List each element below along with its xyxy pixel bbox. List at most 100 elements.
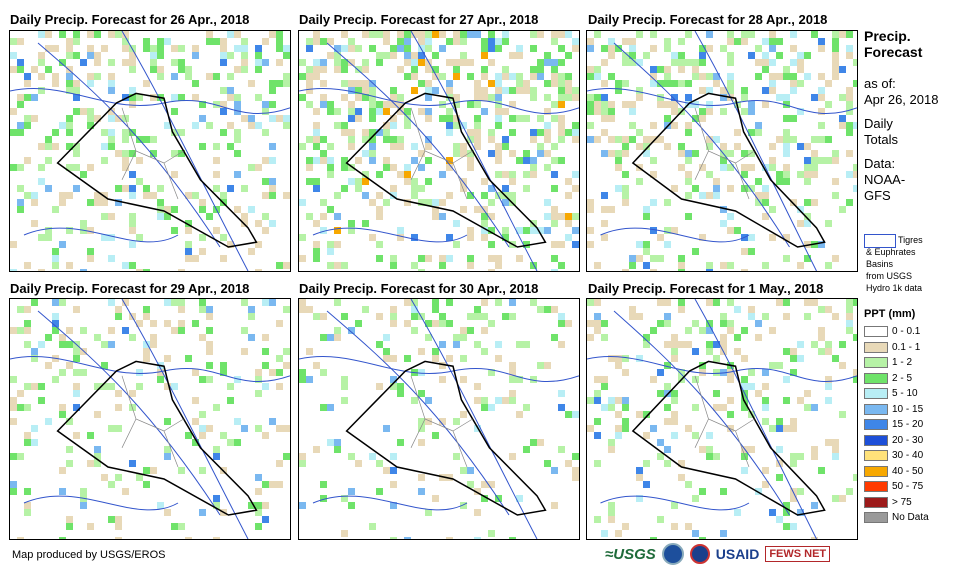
precip-cell — [66, 523, 73, 530]
precip-cell — [692, 348, 699, 355]
precip-cell — [171, 383, 178, 390]
precip-cell — [157, 52, 164, 59]
precip-cell — [699, 52, 706, 59]
precip-cell — [299, 59, 306, 66]
precip-cell — [558, 101, 565, 108]
precip-cell — [748, 101, 755, 108]
precip-cell — [509, 171, 516, 178]
precip-cell — [853, 185, 857, 192]
precip-cell — [255, 376, 262, 383]
precip-cell — [327, 206, 334, 213]
precip-cell — [713, 299, 720, 306]
precip-cell — [594, 66, 601, 73]
precip-cell — [720, 108, 727, 115]
precip-cell — [650, 80, 657, 87]
precip-cell — [558, 122, 565, 129]
precip-cell — [362, 94, 369, 101]
precip-cell — [334, 241, 341, 248]
precip-cell — [17, 122, 24, 129]
precip-cell — [171, 108, 178, 115]
precip-cell — [551, 467, 558, 474]
precip-cell — [248, 248, 255, 255]
precip-cell — [348, 45, 355, 52]
forecast-map — [9, 298, 291, 540]
precip-cell — [594, 136, 601, 143]
precip-cell — [220, 369, 227, 376]
river-line — [312, 227, 468, 243]
precip-cell — [80, 369, 87, 376]
precip-cell — [10, 397, 17, 404]
precip-cell — [10, 488, 17, 495]
precip-cell — [685, 327, 692, 334]
precip-cell — [355, 66, 362, 73]
precip-cell — [615, 397, 622, 404]
precip-cell — [488, 59, 495, 66]
precip-cell — [523, 115, 530, 122]
precip-cell — [551, 59, 558, 66]
precip-cell — [790, 495, 797, 502]
precip-cell — [418, 150, 425, 157]
precip-cell — [206, 73, 213, 80]
precip-cell — [853, 474, 857, 481]
precip-cell — [797, 206, 804, 213]
precip-cell — [594, 101, 601, 108]
precip-cell — [537, 129, 544, 136]
precip-cell — [348, 327, 355, 334]
precip-cell — [587, 206, 594, 213]
precip-cell — [601, 192, 608, 199]
precip-cell — [643, 52, 650, 59]
precip-cell — [664, 45, 671, 52]
precip-cell — [853, 376, 857, 383]
river-line — [410, 299, 538, 539]
precip-cell — [657, 299, 664, 306]
precip-cell — [530, 73, 537, 80]
precip-cell — [10, 66, 17, 73]
precip-cell — [678, 255, 685, 262]
precip-cell — [115, 516, 122, 523]
precip-cell — [369, 136, 376, 143]
precip-cell — [199, 509, 206, 516]
precip-cell — [425, 320, 432, 327]
precip-cell — [720, 488, 727, 495]
precip-cell — [115, 425, 122, 432]
precip-cell — [383, 136, 390, 143]
legend-item: 5 - 10 — [864, 386, 929, 402]
precip-cell — [418, 369, 425, 376]
precip-cell — [66, 87, 73, 94]
basin-line-1: Tigres — [898, 235, 923, 245]
precip-cell — [87, 248, 94, 255]
precip-cell — [143, 136, 150, 143]
precip-cell — [594, 516, 601, 523]
precip-cell — [516, 341, 523, 348]
precip-cell — [404, 320, 411, 327]
precip-cell — [31, 199, 38, 206]
precip-cell — [369, 108, 376, 115]
precip-cell — [495, 150, 502, 157]
precip-cell — [432, 299, 439, 306]
precip-cell — [397, 31, 404, 38]
precip-cell — [439, 199, 446, 206]
precip-cell — [24, 80, 31, 87]
precip-cell — [713, 404, 720, 411]
precip-cell — [234, 108, 241, 115]
precip-cell — [622, 192, 629, 199]
precip-cell — [551, 213, 558, 220]
precip-cell — [10, 418, 17, 425]
precip-cell — [411, 299, 418, 306]
precip-cell — [572, 87, 579, 94]
precip-cell — [699, 73, 706, 80]
precip-cell — [446, 122, 453, 129]
river-line — [299, 356, 579, 383]
precip-cell — [783, 94, 790, 101]
precip-cell — [425, 45, 432, 52]
precip-cell — [17, 327, 24, 334]
precip-cell — [129, 87, 136, 94]
precip-cell — [262, 362, 269, 369]
precip-cell — [685, 129, 692, 136]
precip-cell — [115, 313, 122, 320]
precip-cell — [108, 108, 115, 115]
precip-cell — [544, 460, 551, 467]
precip-cell — [832, 439, 839, 446]
river-line — [23, 495, 179, 511]
precip-cell — [629, 101, 636, 108]
